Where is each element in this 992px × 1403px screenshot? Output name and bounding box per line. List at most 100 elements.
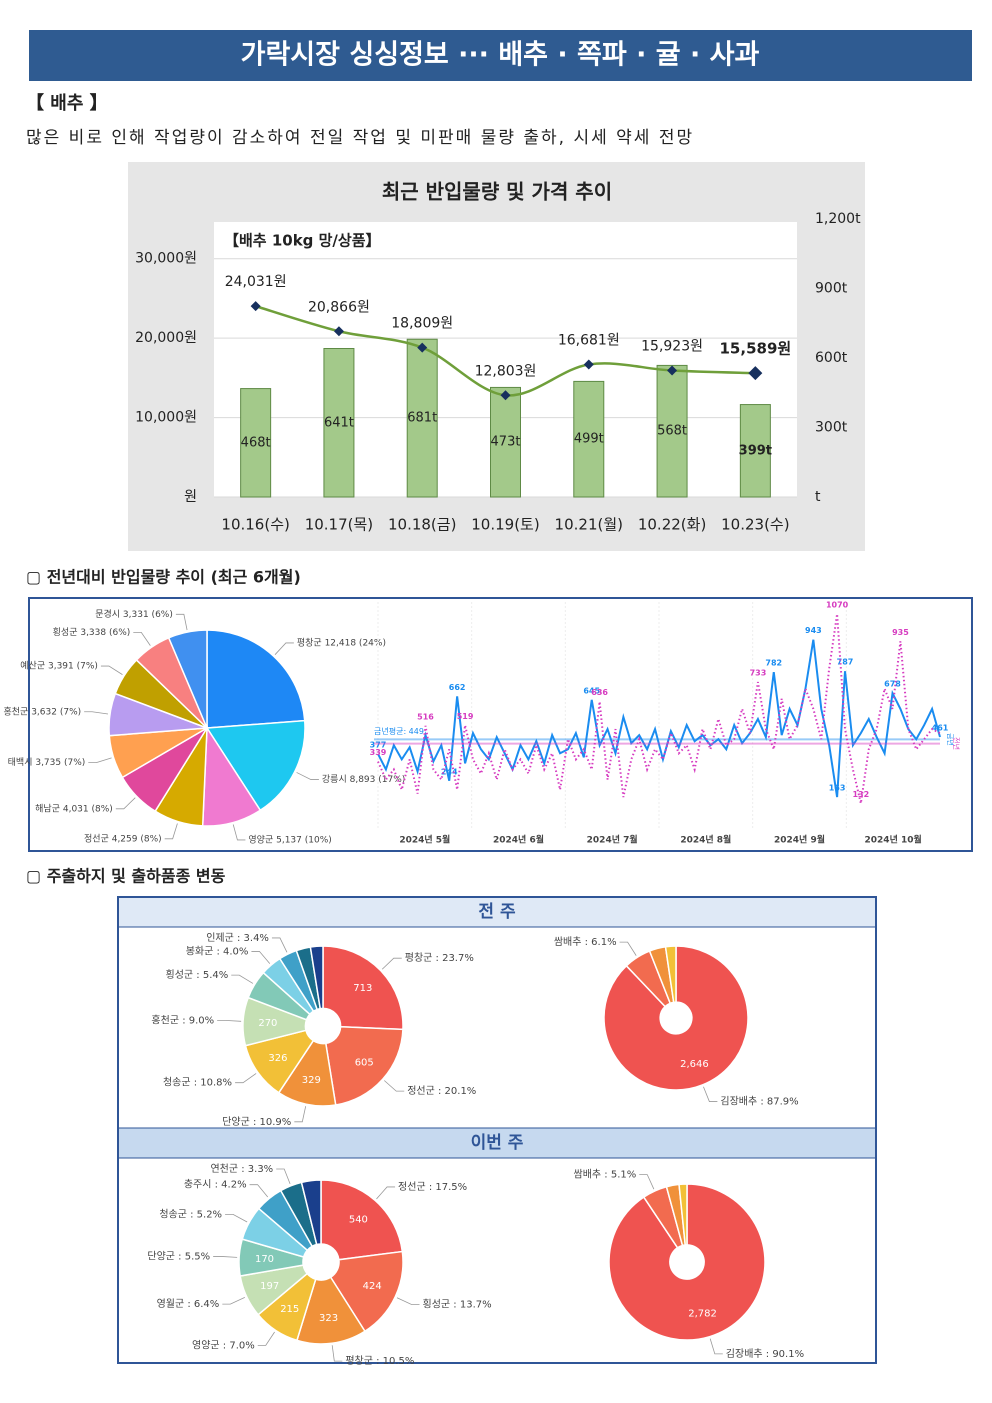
slice bbox=[322, 945, 404, 1031]
slice bbox=[205, 719, 306, 812]
slice-label: 홍천군 : 9.0% bbox=[151, 1013, 214, 1026]
slice-label: 충주시 : 4.2% bbox=[184, 1179, 247, 1191]
point-label: 636 bbox=[591, 688, 608, 697]
slice-label: 해남군 4,031 (8%) bbox=[35, 803, 113, 814]
point-label: 678 bbox=[884, 680, 901, 689]
slice-label: 평창군 12,418 (24%) bbox=[297, 637, 386, 648]
week-title: 이번 주 bbox=[471, 1133, 524, 1153]
series-line bbox=[377, 639, 941, 798]
leader-line bbox=[249, 1184, 269, 1198]
slice-label: 평창군 : 23.7% bbox=[405, 952, 474, 964]
price-label: 15,923원 bbox=[641, 339, 703, 355]
slice bbox=[329, 1250, 404, 1333]
point-label: 787 bbox=[837, 658, 854, 667]
leader-line bbox=[639, 1174, 655, 1190]
leader-line bbox=[619, 941, 637, 956]
x-tick-label: 10.21(월) bbox=[555, 516, 623, 534]
slice bbox=[167, 629, 208, 729]
y-tick-label: 30,000원 bbox=[135, 251, 197, 267]
leader-line bbox=[274, 642, 294, 655]
slice-value: 323 bbox=[319, 1313, 338, 1324]
price-marker bbox=[333, 326, 344, 337]
point-label: 782 bbox=[765, 659, 782, 668]
x-tick-label: 2024년 6월 bbox=[493, 834, 544, 846]
slice-value: 329 bbox=[302, 1075, 321, 1086]
slice-label: 영월군 : 6.4% bbox=[157, 1298, 220, 1310]
leader-line bbox=[384, 1080, 405, 1092]
slice bbox=[608, 1183, 766, 1341]
leader-line bbox=[257, 1331, 275, 1346]
x-tick-label: 10.17(목) bbox=[305, 516, 373, 534]
point-label: 1070 bbox=[826, 601, 849, 610]
slice-value: 326 bbox=[268, 1053, 287, 1064]
leader-line bbox=[331, 1345, 343, 1362]
leader-line bbox=[381, 957, 402, 970]
leader-line bbox=[100, 665, 123, 675]
slice-value: 540 bbox=[349, 1215, 368, 1226]
summary: 많은 비로 인해 작업량이 감소하여 전일 작업 및 미판매 물량 출하, 시세… bbox=[26, 128, 694, 148]
price-marker bbox=[417, 342, 428, 353]
price-marker bbox=[583, 359, 594, 370]
slice bbox=[324, 1025, 404, 1106]
slice-label: 김장배추 : 90.1% bbox=[726, 1348, 804, 1360]
point-label: 662 bbox=[449, 683, 466, 692]
y2-tick-label: 600t bbox=[815, 350, 848, 366]
week-header bbox=[119, 1128, 875, 1158]
slice-value: 713 bbox=[353, 983, 372, 994]
slice-label: 정선군 : 17.5% bbox=[398, 1181, 467, 1193]
slice-value: 270 bbox=[258, 1018, 277, 1029]
price-marker bbox=[250, 301, 261, 312]
slice-label: 횡성군 : 5.4% bbox=[166, 969, 229, 981]
slice-label: 홍천군 3,632 (7%) bbox=[4, 705, 82, 717]
slice-label: 연천군 : 3.3% bbox=[210, 1163, 273, 1175]
leader-line bbox=[703, 1086, 718, 1102]
slice bbox=[295, 1276, 366, 1345]
week-header bbox=[119, 898, 875, 927]
point-label: 163 bbox=[829, 784, 846, 793]
price-marker bbox=[748, 366, 763, 381]
slice-label: 강릉시 8,893 (17%) bbox=[322, 774, 405, 785]
slice-label: 예산군 3,391 (7%) bbox=[20, 661, 98, 672]
leader-line bbox=[115, 797, 136, 810]
price-marker bbox=[500, 390, 511, 401]
y-tick-label: 20,000원 bbox=[135, 330, 197, 346]
slice-label: 김장배추 : 87.9% bbox=[720, 1096, 798, 1108]
x-tick-label: 10.23(수) bbox=[721, 516, 789, 534]
header-bar bbox=[29, 30, 972, 81]
legend-label: 전년 bbox=[952, 737, 961, 750]
leader-line bbox=[376, 1186, 396, 1200]
y2-tick-label: 300t bbox=[815, 420, 848, 436]
slice-value: 197 bbox=[260, 1281, 279, 1292]
price-marker bbox=[667, 365, 678, 376]
slice bbox=[309, 945, 324, 1010]
slice bbox=[300, 1179, 322, 1246]
page-title: 가락시장 싱싱정보 ··· 배추 · 쪽파 · 귤 · 사과 bbox=[241, 40, 760, 71]
leader-line bbox=[133, 632, 151, 646]
slice bbox=[206, 629, 306, 729]
leader-line bbox=[276, 1168, 291, 1185]
average-label: 금년평균: 449 bbox=[374, 726, 424, 736]
y-tick-label: 10,000원 bbox=[135, 410, 197, 426]
leader-line bbox=[175, 613, 188, 631]
leader-line bbox=[217, 1020, 242, 1022]
price-label: 16,681원 bbox=[558, 333, 620, 349]
slice bbox=[664, 945, 677, 1004]
point-label: 935 bbox=[892, 628, 909, 637]
bar bbox=[323, 348, 355, 498]
slice-value: 215 bbox=[280, 1304, 299, 1315]
slice-label: 청송군 : 10.8% bbox=[163, 1077, 232, 1089]
slice-label: 정선군 4,259 (8%) bbox=[84, 833, 162, 844]
point-label: 516 bbox=[417, 712, 434, 721]
slice-label: 인제군 : 3.4% bbox=[206, 932, 269, 944]
point-label: 132 bbox=[852, 790, 869, 799]
bar bbox=[739, 404, 771, 498]
leader-line bbox=[396, 1297, 420, 1305]
slice-label: 평창군 : 10.5% bbox=[345, 1355, 414, 1367]
leader-line bbox=[235, 1073, 257, 1084]
bar-label: 568t bbox=[657, 424, 687, 439]
bar-label: 468t bbox=[241, 435, 271, 450]
slice bbox=[603, 945, 749, 1091]
x-tick-label: 2024년 5월 bbox=[399, 834, 450, 846]
slice bbox=[320, 1179, 404, 1261]
point-label: 461 bbox=[932, 723, 949, 732]
